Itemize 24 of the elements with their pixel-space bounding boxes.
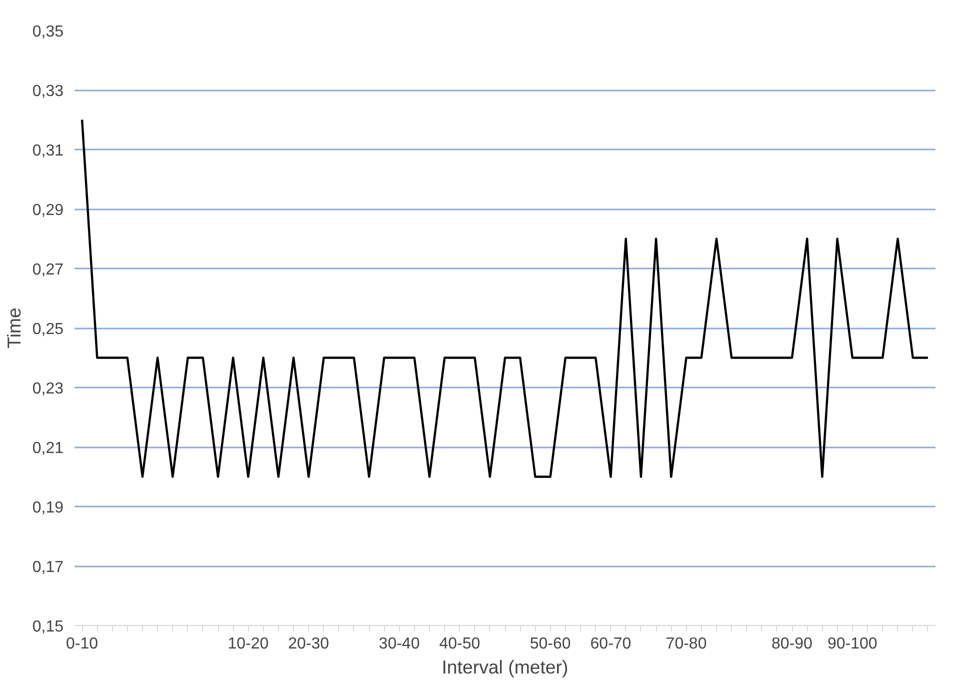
x-tick-label: 30-40 — [378, 636, 420, 652]
y-tick-label: 0,15 — [32, 618, 64, 636]
y-tick-label: 0,35 — [32, 24, 64, 40]
x-axis-title: Interval (meter) — [442, 656, 568, 678]
y-tick-label: 0,33 — [32, 83, 64, 100]
y-tick-label: 0,31 — [32, 142, 64, 160]
y-tick-label: 0,17 — [32, 559, 64, 576]
x-tick-label: 20-30 — [288, 636, 330, 652]
y-axis-title: Time — [3, 308, 24, 348]
x-tick-label: 40-50 — [439, 636, 480, 652]
y-tick-label: 0,23 — [32, 380, 64, 398]
y-tick-label: 0,27 — [32, 262, 64, 278]
y-tick-label: 0,19 — [32, 500, 64, 516]
y-tick-label: 0,29 — [32, 202, 64, 219]
x-tick-label: 60-70 — [590, 636, 632, 652]
y-tick-label: 0,21 — [32, 440, 64, 457]
x-tick-label: 0-10 — [66, 636, 98, 652]
x-tick-label: 80-90 — [772, 636, 813, 652]
line-series — [80, 118, 930, 478]
x-tick-label: 50-60 — [530, 636, 571, 652]
x-tick-label: 10-20 — [228, 636, 269, 652]
x-tick-label: 70-80 — [666, 636, 707, 652]
y-tick-label: 0,25 — [32, 321, 64, 338]
x-tick-label: 90-100 — [828, 636, 878, 652]
